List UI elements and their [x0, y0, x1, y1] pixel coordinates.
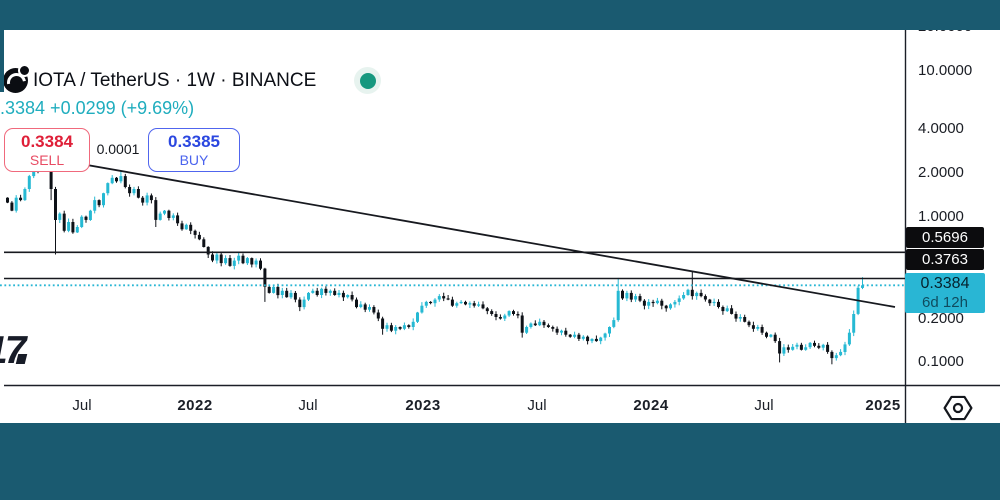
y-tick-label: 2.0000	[918, 163, 964, 181]
price-axis[interactable]: 20.000010.00004.00002.00001.00000.20000.…	[905, 18, 1000, 385]
sell-button[interactable]: 0.3384 SELL	[4, 128, 90, 172]
x-tick-label: 2024	[633, 397, 669, 414]
tradingview-watermark-icon: 17	[0, 329, 28, 373]
x-tick-label: 2023	[405, 397, 441, 414]
y-tick-label: 0.2000	[918, 309, 964, 327]
x-tick-label: 2025	[865, 397, 901, 414]
x-tick-label: Jul	[298, 397, 318, 414]
axis-settings-icon[interactable]	[942, 395, 974, 421]
chart-header: IOTA / TetherUS · 1W · BINANCE 0.3384 +0…	[0, 30, 420, 172]
time-axis[interactable]: Jul 2022 Jul 2023 Jul 2024 Jul 2025	[0, 386, 1000, 423]
market-status-dot[interactable]	[354, 67, 381, 94]
x-tick-label: Jul	[72, 397, 92, 414]
x-tick-label: 2022	[177, 397, 213, 414]
y-tick-label: 10.0000	[918, 62, 973, 79]
symbol-title[interactable]: IOTA / TetherUS · 1W · BINANCE	[33, 70, 317, 91]
y-tick-label: 1.0000	[918, 207, 964, 225]
spread-value: 0.0001	[96, 141, 140, 157]
x-tick-label: Jul	[754, 397, 774, 414]
buy-price: 0.3385	[168, 132, 220, 152]
buy-label: BUY	[179, 151, 209, 168]
sell-price: 0.3384	[21, 132, 73, 152]
price-line-label: 0.5696	[906, 227, 984, 248]
price-change-line: 0.3384 +0.0299 (+9.69%)	[0, 98, 195, 118]
top-frame-band	[0, 0, 1000, 30]
x-tick-label: Jul	[527, 397, 547, 414]
sell-label: SELL	[29, 151, 65, 168]
buy-button[interactable]: 0.3385 BUY	[148, 128, 240, 172]
iota-logo-icon	[3, 64, 31, 96]
left-frame-sliver	[0, 0, 4, 92]
y-tick-label: 4.0000	[918, 119, 964, 137]
price-line-label: 0.3763	[906, 249, 984, 270]
y-tick-label: 0.1000	[918, 353, 964, 371]
current-price-label: 0.3384 6d 12h	[905, 273, 985, 313]
bottom-frame-band: A	[0, 423, 1000, 500]
